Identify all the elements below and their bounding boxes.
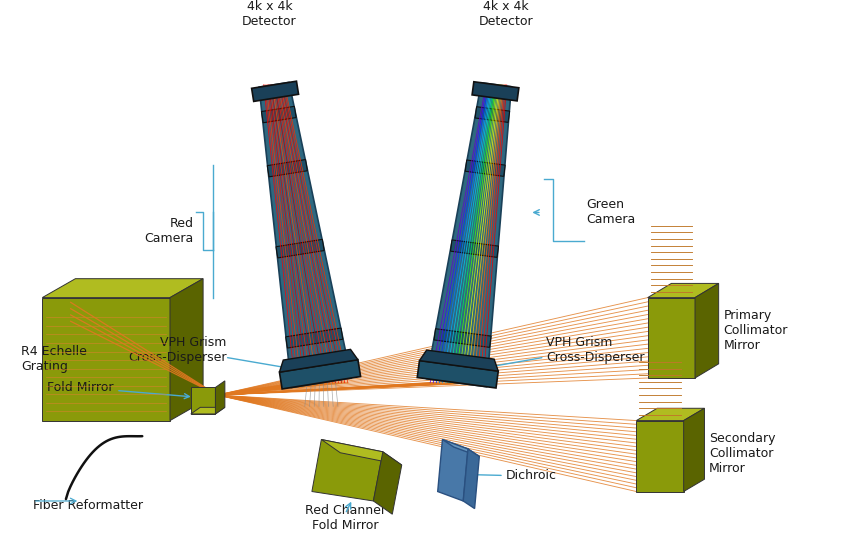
Polygon shape [442, 439, 479, 456]
Polygon shape [475, 106, 509, 123]
Polygon shape [191, 387, 215, 414]
Polygon shape [170, 279, 203, 421]
Polygon shape [42, 297, 170, 421]
Polygon shape [648, 297, 695, 378]
Polygon shape [438, 439, 468, 501]
Polygon shape [285, 328, 343, 348]
Polygon shape [464, 449, 479, 509]
Polygon shape [420, 350, 498, 371]
Polygon shape [451, 240, 498, 257]
Text: Fold Mirror: Fold Mirror [47, 381, 189, 399]
Text: Dichroic: Dichroic [506, 469, 557, 482]
Polygon shape [279, 360, 361, 389]
Polygon shape [374, 452, 401, 514]
Polygon shape [648, 284, 719, 297]
Text: Secondary
Collimator
Mirror: Secondary Collimator Mirror [709, 432, 776, 475]
Polygon shape [191, 407, 225, 414]
Polygon shape [637, 421, 683, 492]
Polygon shape [434, 328, 491, 347]
Polygon shape [465, 160, 505, 177]
Polygon shape [312, 439, 383, 501]
Polygon shape [695, 284, 719, 378]
Polygon shape [426, 83, 511, 387]
Text: Green
Camera: Green Camera [586, 198, 636, 226]
Polygon shape [267, 159, 307, 177]
Text: R4 Echelle
Grating: R4 Echelle Grating [22, 345, 87, 373]
Polygon shape [472, 82, 519, 101]
Polygon shape [279, 349, 358, 372]
Polygon shape [637, 408, 704, 421]
Polygon shape [42, 279, 203, 297]
Text: 4k x 4k
Detector: 4k x 4k Detector [242, 0, 297, 28]
Polygon shape [417, 361, 498, 388]
Text: Red
Camera: Red Camera [144, 217, 194, 246]
Text: VPH Grism
Cross-Disperser: VPH Grism Cross-Disperser [547, 335, 645, 364]
Text: 4k x 4k
Detector: 4k x 4k Detector [478, 0, 533, 28]
Polygon shape [252, 81, 298, 102]
Polygon shape [252, 81, 297, 88]
Polygon shape [683, 408, 704, 492]
Polygon shape [474, 82, 519, 88]
Text: Fiber Reformatter: Fiber Reformatter [33, 499, 143, 512]
Text: Primary
Collimator
Mirror: Primary Collimator Mirror [723, 309, 788, 352]
Polygon shape [322, 439, 401, 465]
Polygon shape [260, 82, 351, 387]
Polygon shape [276, 239, 324, 258]
Polygon shape [261, 106, 296, 123]
Text: VPH Grism
Cross-Disperser: VPH Grism Cross-Disperser [128, 335, 227, 364]
Text: Red Channel
Fold Mirror: Red Channel Fold Mirror [305, 504, 385, 532]
Polygon shape [215, 381, 225, 414]
